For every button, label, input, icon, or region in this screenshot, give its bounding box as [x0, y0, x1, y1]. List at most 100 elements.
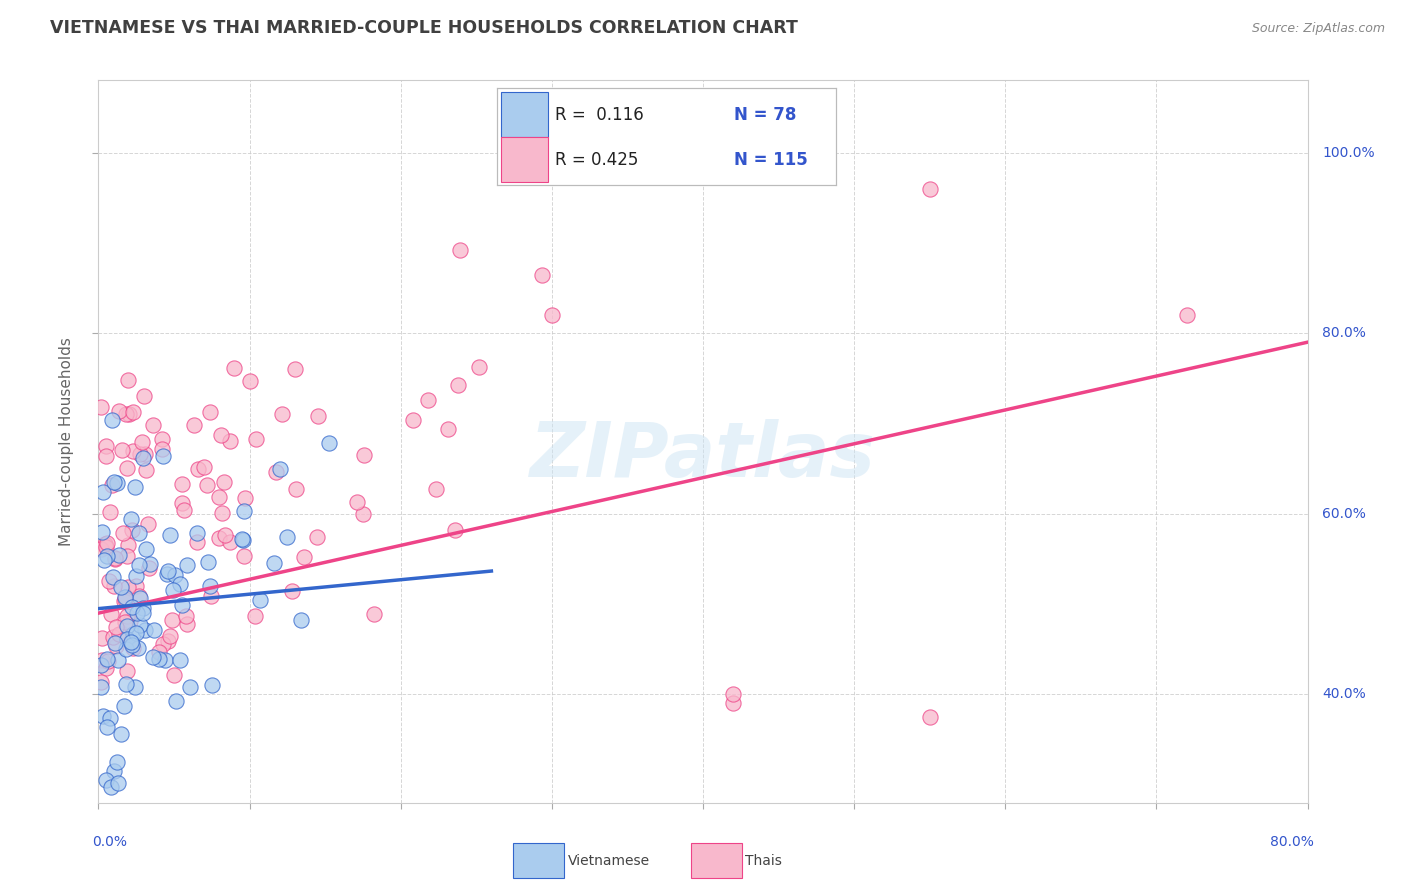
- Point: [115, 676, 138, 690]
- Point: [108, 627, 131, 641]
- Point: [290, 613, 312, 627]
- Point: [111, 443, 134, 458]
- Point: [193, 459, 215, 474]
- Point: [121, 640, 143, 655]
- Point: [98, 574, 121, 589]
- Point: [165, 567, 187, 582]
- Point: [169, 576, 191, 591]
- Point: [197, 555, 219, 569]
- Point: [292, 550, 315, 565]
- Point: [212, 475, 235, 489]
- Point: [159, 527, 181, 541]
- Text: 40.0%: 40.0%: [1322, 688, 1365, 701]
- Point: [128, 526, 150, 541]
- Point: [169, 653, 191, 667]
- Point: [100, 607, 122, 622]
- Point: [108, 549, 131, 563]
- Point: [231, 532, 253, 546]
- Point: [105, 476, 128, 491]
- Point: [444, 523, 467, 537]
- Text: ZIPatlas: ZIPatlas: [530, 419, 876, 493]
- Point: [540, 308, 562, 322]
- Point: [162, 582, 184, 597]
- Point: [232, 533, 254, 548]
- Point: [142, 418, 165, 433]
- Point: [285, 482, 308, 496]
- Point: [723, 687, 745, 701]
- Point: [249, 593, 271, 607]
- Point: [211, 507, 233, 521]
- Point: [209, 428, 232, 442]
- Point: [104, 639, 127, 653]
- Point: [186, 526, 208, 541]
- Point: [98, 505, 121, 519]
- Point: [96, 540, 118, 554]
- Point: [117, 537, 139, 551]
- Point: [134, 447, 156, 461]
- Point: [112, 698, 135, 713]
- Point: [201, 678, 224, 692]
- Point: [232, 504, 254, 518]
- Point: [271, 407, 294, 421]
- Text: 80.0%: 80.0%: [1270, 835, 1313, 849]
- Point: [107, 653, 129, 667]
- Point: [121, 523, 143, 537]
- Point: [307, 409, 329, 423]
- Point: [124, 479, 146, 493]
- Point: [918, 182, 941, 196]
- Point: [436, 422, 458, 436]
- Point: [117, 580, 139, 594]
- Point: [281, 583, 304, 598]
- Point: [115, 632, 138, 646]
- Point: [222, 361, 245, 376]
- Text: 80.0%: 80.0%: [1322, 326, 1367, 340]
- Point: [96, 721, 118, 735]
- Point: [163, 668, 186, 682]
- Point: [208, 490, 231, 504]
- Point: [264, 466, 287, 480]
- Point: [156, 564, 179, 578]
- Point: [90, 541, 112, 556]
- Point: [121, 444, 143, 458]
- Point: [174, 609, 197, 624]
- Point: [172, 599, 194, 613]
- Point: [159, 629, 181, 643]
- Point: [239, 374, 262, 388]
- Point: [132, 600, 155, 615]
- Point: [122, 405, 145, 419]
- Point: [135, 463, 157, 477]
- Point: [176, 558, 198, 572]
- Point: [723, 697, 745, 711]
- Point: [165, 694, 187, 708]
- Point: [183, 417, 205, 432]
- Point: [416, 392, 439, 407]
- Point: [105, 755, 128, 769]
- Point: [96, 536, 118, 550]
- Point: [110, 580, 132, 594]
- Point: [307, 530, 329, 544]
- Point: [103, 764, 125, 779]
- Point: [115, 549, 138, 563]
- Point: [233, 491, 256, 506]
- Point: [276, 530, 298, 544]
- Point: [200, 589, 222, 603]
- Point: [96, 652, 118, 666]
- Point: [150, 442, 173, 456]
- Point: [90, 525, 112, 540]
- Point: [101, 570, 124, 584]
- Point: [531, 268, 554, 283]
- Point: [103, 475, 125, 489]
- Point: [112, 594, 135, 608]
- Point: [100, 780, 122, 794]
- Point: [96, 549, 118, 563]
- Point: [125, 579, 148, 593]
- Point: [135, 541, 157, 556]
- Point: [127, 640, 149, 655]
- Point: [91, 653, 114, 667]
- Point: [156, 566, 179, 581]
- Point: [352, 507, 374, 521]
- Point: [115, 461, 138, 475]
- Point: [1175, 308, 1198, 322]
- Point: [176, 617, 198, 632]
- Text: Source: ZipAtlas.com: Source: ZipAtlas.com: [1251, 22, 1385, 36]
